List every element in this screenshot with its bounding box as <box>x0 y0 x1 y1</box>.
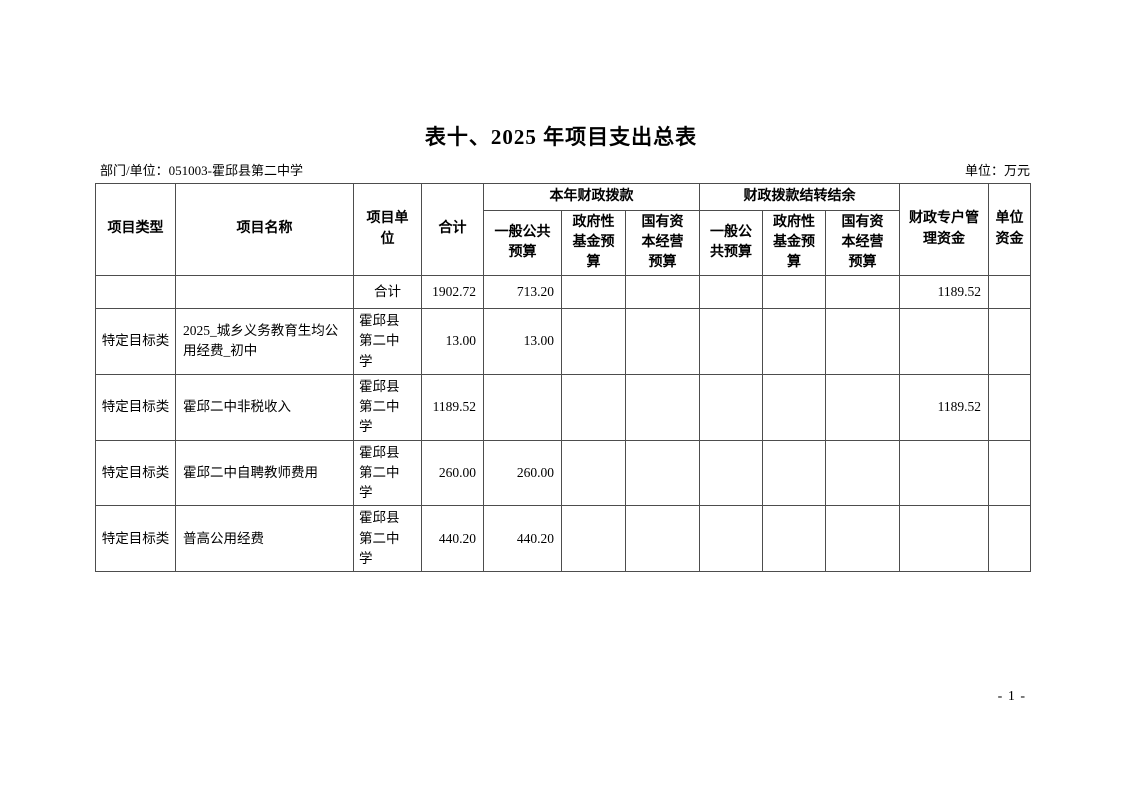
table-cell <box>762 308 827 375</box>
table-cell <box>825 505 901 572</box>
table-cell: 260.00 <box>421 439 484 507</box>
header-current-general-public: 一般公共 预算 <box>483 210 562 276</box>
table-cell <box>825 373 901 441</box>
page-number: - 1 - <box>997 689 1026 704</box>
header-project-name: 项目名称 <box>175 183 354 276</box>
header-group-row: 项目类型 项目名称 项目单 位 合计 本年财政拨款 财政拨款结转结余 财政专户管… <box>95 183 1032 276</box>
table-cell <box>699 275 764 309</box>
header-sub-row: 一般公共 预算 政府性 基金预 算 国有资 本经营 预算 一般公 共预算 政府性… <box>96 210 1031 276</box>
table-cell <box>762 505 827 572</box>
header-group-current-year: 本年财政拨款 <box>482 183 701 211</box>
table-cell: 440.20 <box>483 505 562 572</box>
table-cell <box>624 373 701 441</box>
table-cell <box>483 373 562 441</box>
header-carry-gov-fund: 政府性 基金预 算 <box>762 210 827 276</box>
header-project-unit: 项目单 位 <box>353 183 422 276</box>
table-cell <box>624 308 701 375</box>
table-cell <box>699 505 764 572</box>
table-cell: 霍邱二中自聘教师费用 <box>175 439 354 507</box>
table-cell: 1189.52 <box>899 275 990 309</box>
table-cell <box>699 308 764 375</box>
header-current-gov-fund: 政府性 基金预 算 <box>561 210 626 276</box>
table-cell <box>825 308 901 375</box>
table-cell <box>175 275 354 309</box>
header-group-carryover: 财政拨款结转结余 <box>699 183 901 211</box>
table-cell <box>624 505 701 572</box>
table-cell <box>561 308 626 375</box>
table-cell <box>988 275 1032 309</box>
table-header: 项目类型 项目名称 项目单 位 合计 本年财政拨款 财政拨款结转结余 财政专户管… <box>95 183 1032 276</box>
table-row: 特定目标类 2025_城乡义务教育生均公用经费_初中 霍邱县第二中学 13.00 13.… <box>95 308 1032 375</box>
table-cell: 13.00 <box>421 308 484 375</box>
table-cell <box>988 373 1032 441</box>
table-cell <box>561 439 626 507</box>
table-cell <box>988 505 1032 572</box>
table-cell: 713.20 <box>483 275 562 309</box>
table-cell: 13.00 <box>483 308 562 375</box>
table-cell <box>762 275 827 309</box>
table-cell <box>699 373 764 441</box>
table-cell <box>988 439 1032 507</box>
header-project-type: 项目类型 <box>95 183 176 276</box>
header-total: 合计 <box>421 183 484 276</box>
table-cell: 霍邱二中非税收入 <box>175 373 354 441</box>
meta-department-unit: 部门/单位：051003-霍邱县第二中学 <box>100 163 303 178</box>
budget-table: 项目类型 项目名称 项目单 位 合计 本年财政拨款 财政拨款结转结余 财政专户管… <box>95 183 1032 572</box>
table-body: 合计 1902.72 713.20 1189.52 特定目标类 2025_城乡义务教育生均… <box>95 275 1032 572</box>
table-cell: 霍邱县第二中学 <box>353 439 422 507</box>
table-cell <box>762 373 827 441</box>
table-cell <box>561 373 626 441</box>
table-row: 特定目标类 霍邱二中非税收入 霍邱县第二中学 1189.52 1189.52 <box>95 373 1032 441</box>
table-cell: 特定目标类 <box>95 439 176 507</box>
table-cell: 特定目标类 <box>95 308 176 375</box>
table-cell <box>561 275 626 309</box>
table-cell: 1189.52 <box>421 373 484 441</box>
table-row: 合计 1902.72 713.20 1189.52 <box>95 275 1032 309</box>
table-cell <box>899 505 990 572</box>
header-carry-state-capital: 国有资 本经营 预算 <box>825 210 901 276</box>
table-cell <box>699 439 764 507</box>
table-cell: 1902.72 <box>421 275 484 309</box>
table-cell <box>988 308 1032 375</box>
table-cell <box>825 439 901 507</box>
table-cell: 特定目标类 <box>95 373 176 441</box>
header-current-state-capital: 国有资 本经营 预算 <box>624 210 701 276</box>
table-cell: 霍邱县第二中学 <box>353 373 422 441</box>
table-cell: 特定目标类 <box>95 505 176 572</box>
meta-currency-unit: 单位：万元 <box>964 163 1030 178</box>
table-cell <box>899 308 990 375</box>
header-unit-funds: 单位 资金 <box>988 183 1032 276</box>
table-cell <box>95 275 176 309</box>
page-title: 表十、2025 年项目支出总表 <box>424 125 698 149</box>
table-cell: 440.20 <box>421 505 484 572</box>
table-row: 特定目标类 霍邱二中自聘教师费用 霍邱县第二中学 260.00 260.00 <box>95 439 1032 507</box>
header-fiscal-special-account: 财政专户管 理资金 <box>899 183 990 276</box>
meta-line: 部门/单位：051003-霍邱县第二中学 单位：万元 <box>100 160 1030 179</box>
table-cell: 霍邱县第二中学 <box>353 505 422 572</box>
table-cell: 霍邱县第二中学 <box>353 308 422 375</box>
table-cell: 1189.52 <box>899 373 990 441</box>
header-carry-general-public: 一般公 共预算 <box>699 210 764 276</box>
table-cell <box>899 439 990 507</box>
table-cell: 260.00 <box>483 439 562 507</box>
table-cell <box>762 439 827 507</box>
table-cell <box>624 275 701 309</box>
table-cell <box>825 275 901 309</box>
table-cell: 普高公用经费 <box>175 505 354 572</box>
table-cell: 2025_城乡义务教育生均公用经费_初中 <box>175 308 354 375</box>
table-cell: 合计 <box>353 275 422 309</box>
table-cell <box>624 439 701 507</box>
table-row: 特定目标类 普高公用经费 霍邱县第二中学 440.20 440.20 <box>95 505 1032 572</box>
table-cell <box>561 505 626 572</box>
